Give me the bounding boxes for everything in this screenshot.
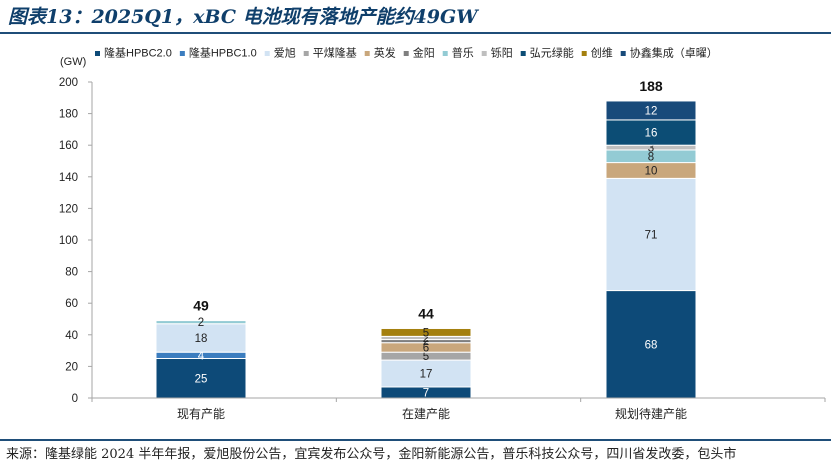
- bar-stack: 25 4 18 2 49: [155, 298, 247, 399]
- legend-swatch: [364, 51, 370, 56]
- y-tick-label: 80: [65, 267, 78, 279]
- legend-swatch: [179, 51, 185, 56]
- y-tick-label: 180: [59, 109, 78, 121]
- bar-segment-label: 6: [423, 342, 429, 354]
- bar-total-label: 49: [193, 298, 209, 314]
- legend-swatch: [264, 51, 270, 56]
- bar-total-label: 44: [418, 305, 434, 321]
- y-tick-label: 100: [59, 235, 78, 247]
- y-tick-label: 160: [59, 140, 78, 152]
- bar-segment-label: 10: [645, 165, 658, 177]
- bar-segment: [155, 320, 247, 325]
- bar-stack: 68 71 10 83 16 12 188: [605, 78, 697, 399]
- legend-item: 普乐: [442, 46, 474, 60]
- x-tick-label: 规划待建产能: [615, 406, 687, 421]
- legend-item: 铄阳: [481, 46, 513, 60]
- legend-item: 创维: [581, 47, 613, 60]
- legend-item: 隆基HPBC1.0: [179, 46, 257, 60]
- bar-segment-label: 7: [423, 387, 429, 399]
- legend-label: 普乐: [452, 46, 474, 60]
- y-tick-label: 40: [65, 330, 78, 342]
- y-axis: (GW) 0 20 40 60 80 100 120 140 160 180 200: [59, 56, 93, 405]
- legend-label: 金阳: [413, 46, 435, 60]
- legend-item: 弘元绿能: [520, 46, 574, 60]
- legend-swatch: [520, 51, 526, 56]
- x-tick-label: 现有产能: [177, 407, 225, 421]
- bar-segment: [155, 358, 247, 399]
- bar-segment: [605, 290, 697, 399]
- y-unit-label: (GW): [60, 56, 86, 68]
- chart-title: 图表13：2025Q1，xBC 电池现有落地产能约49GW: [8, 6, 478, 28]
- legend-swatch: [95, 51, 100, 56]
- bar-segment-label: 17: [420, 369, 433, 381]
- bar-segment-label: 2: [198, 317, 204, 329]
- legend-item: 协鑫集成（卓曜）: [620, 46, 718, 60]
- source-divider: [0, 439, 831, 441]
- y-tick-label: 0: [72, 393, 78, 405]
- legend-swatch: [581, 51, 587, 56]
- legend-label: 弘元绿能: [530, 46, 574, 60]
- legend-label: 协鑫集成（卓曜）: [630, 46, 718, 60]
- bar-segment-label: 2: [423, 333, 429, 345]
- legend-item: 隆基HPBC2.0: [95, 46, 172, 60]
- legend-label: 隆基HPBC2.0: [104, 46, 172, 60]
- bar-segment-label: 12: [645, 105, 658, 117]
- bar-segment-label: 71: [645, 229, 658, 241]
- bar-segment: [605, 100, 697, 121]
- y-tick-label: 120: [59, 203, 78, 215]
- chart-legend: 隆基HPBC2.0 隆基HPBC1.0 爱旭 平煤隆基 英发 金阳 普乐 铄阳 弘元绿能 创维 协鑫…: [95, 46, 718, 60]
- bar-segment: [380, 359, 472, 388]
- legend-swatch: [303, 51, 309, 56]
- y-tick-label: 140: [59, 172, 78, 184]
- bar-segment-label: 25: [195, 373, 208, 385]
- legend-label: 铄阳: [491, 46, 513, 60]
- y-tick-label: 20: [65, 361, 78, 373]
- legend-swatch: [620, 51, 626, 56]
- legend-item: 平煤隆基: [303, 46, 357, 60]
- bar-segment-label: 2: [423, 336, 429, 348]
- x-tick-label: 在建产能: [402, 407, 450, 421]
- title-divider: [0, 32, 831, 34]
- legend-item: 英发: [364, 46, 396, 60]
- legend-swatch: [403, 51, 409, 56]
- x-axis: 现有产能 在建产能 规划待建产能: [91, 397, 826, 421]
- bar-segment: [380, 327, 472, 337]
- bar-segment-label: 8: [648, 151, 654, 163]
- legend-label: 隆基HPBC1.0: [189, 46, 257, 60]
- bar-segment-label: 68: [645, 339, 658, 351]
- y-tick-label: 60: [65, 298, 78, 310]
- legend-label: 爱旭: [274, 46, 296, 60]
- legend-item: 爱旭: [264, 46, 296, 60]
- legend-label: 创维: [591, 47, 613, 60]
- legend-item: 金阳: [403, 46, 435, 60]
- bar-segment-label: 5: [423, 327, 429, 339]
- bar-segment-label: 3: [648, 143, 654, 155]
- y-tick-label: 200: [59, 77, 78, 89]
- legend-swatch: [442, 51, 448, 56]
- source-note: 来源：隆基绿能 2024 半年年报，爱旭股份公告，宜宾发布公众号，金阳新能源公告…: [6, 447, 737, 462]
- legend-swatch: [481, 51, 487, 56]
- bar-segment-label: 18: [195, 333, 208, 345]
- bar-segment: [155, 323, 247, 353]
- bar-segment-label: 5: [423, 351, 429, 363]
- bar-total-label: 188: [639, 78, 663, 94]
- legend-label: 英发: [374, 46, 396, 60]
- legend-label: 平煤隆基: [313, 46, 357, 60]
- bar-segment-label: 16: [645, 128, 658, 140]
- bar-segment-label: 4: [198, 350, 205, 362]
